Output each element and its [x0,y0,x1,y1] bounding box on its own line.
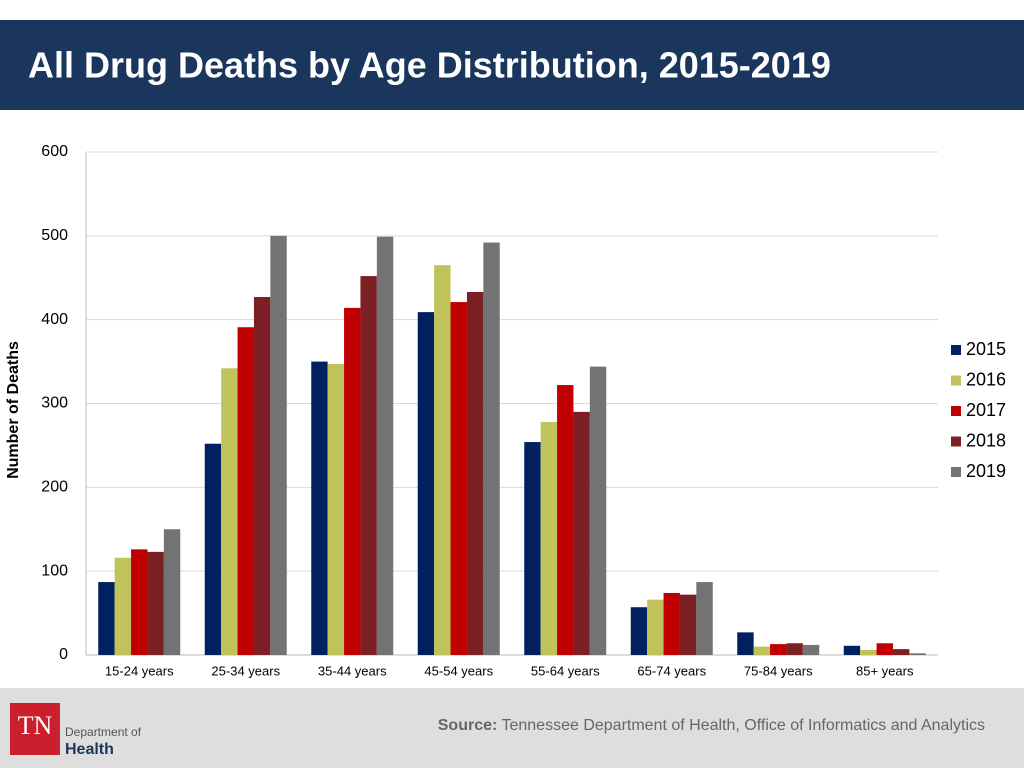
y-axis-label: Number of Deaths [5,341,22,479]
bar [483,242,500,656]
logo-line2: Health [65,741,114,758]
x-tick-label: 35-44 years [318,663,387,678]
y-tick-label: 100 [41,562,68,579]
y-tick-label: 600 [41,143,68,160]
x-tick-label: 25-34 years [211,663,280,678]
legend-label: 2016 [966,369,1006,389]
x-tick-label: 75-84 years [744,663,813,678]
bar [540,421,558,655]
logo-box [10,703,60,755]
bar [647,599,664,655]
bar [376,236,394,655]
legend-label: 2017 [966,400,1006,420]
bar [98,582,115,655]
x-tick-label: 45-54 years [424,663,493,678]
bar [466,292,484,655]
legend-swatch [951,345,961,355]
bar [802,644,820,655]
legend-swatch [951,436,961,447]
bar [114,557,132,655]
source-text: Tennessee Department of Health, Office o… [501,717,985,734]
footer-band [0,688,1024,768]
bar [696,582,713,655]
bar [253,297,271,655]
chart-title: All Drug Deaths by Age Distribution, 201… [28,45,831,86]
bar [909,653,926,655]
bar [557,385,574,655]
source: Source: Tennessee Department of Health, … [438,717,985,734]
legend-swatch [951,375,961,386]
bar [434,265,451,655]
bar [786,643,803,655]
bar [753,646,771,655]
bar [131,549,148,655]
legend-label: 2019 [966,461,1006,481]
legend-label: 2015 [966,339,1006,359]
bar [876,643,893,655]
x-tick-label: 55-64 years [531,663,600,678]
y-tick-label: 200 [41,479,68,496]
legend-swatch [951,467,961,477]
x-tick-label: 85+ years [856,663,914,678]
source-label: Source: [438,717,498,734]
header-band [0,20,1024,110]
bar [589,366,607,655]
bar [147,551,164,655]
bar [417,312,435,655]
legend-label: 2018 [966,430,1006,450]
bar [663,592,680,655]
bar [237,327,254,655]
bar [163,529,181,655]
bar [344,307,361,655]
bar [221,368,238,655]
bar [679,594,697,655]
bar [450,302,467,655]
y-tick-label: 400 [41,311,68,328]
bar [204,443,222,655]
bar [270,235,287,656]
bar [630,607,648,655]
bar [360,276,377,655]
y-tick-label: 300 [41,395,68,412]
x-tick-label: 65-74 years [637,663,706,678]
bar [524,442,541,655]
y-tick-label: 0 [59,646,68,663]
legend-swatch [951,406,961,416]
bar [737,632,754,655]
bar [860,649,877,655]
x-tick-label: 15-24 years [105,663,174,678]
bar [892,649,910,655]
bar [327,364,345,655]
bar [311,361,328,655]
logo-mark: TN [18,711,53,740]
bar [843,645,861,655]
bar [770,644,787,655]
bar [573,411,590,655]
logo-line1: Department of [65,725,142,739]
y-tick-label: 500 [41,227,68,244]
